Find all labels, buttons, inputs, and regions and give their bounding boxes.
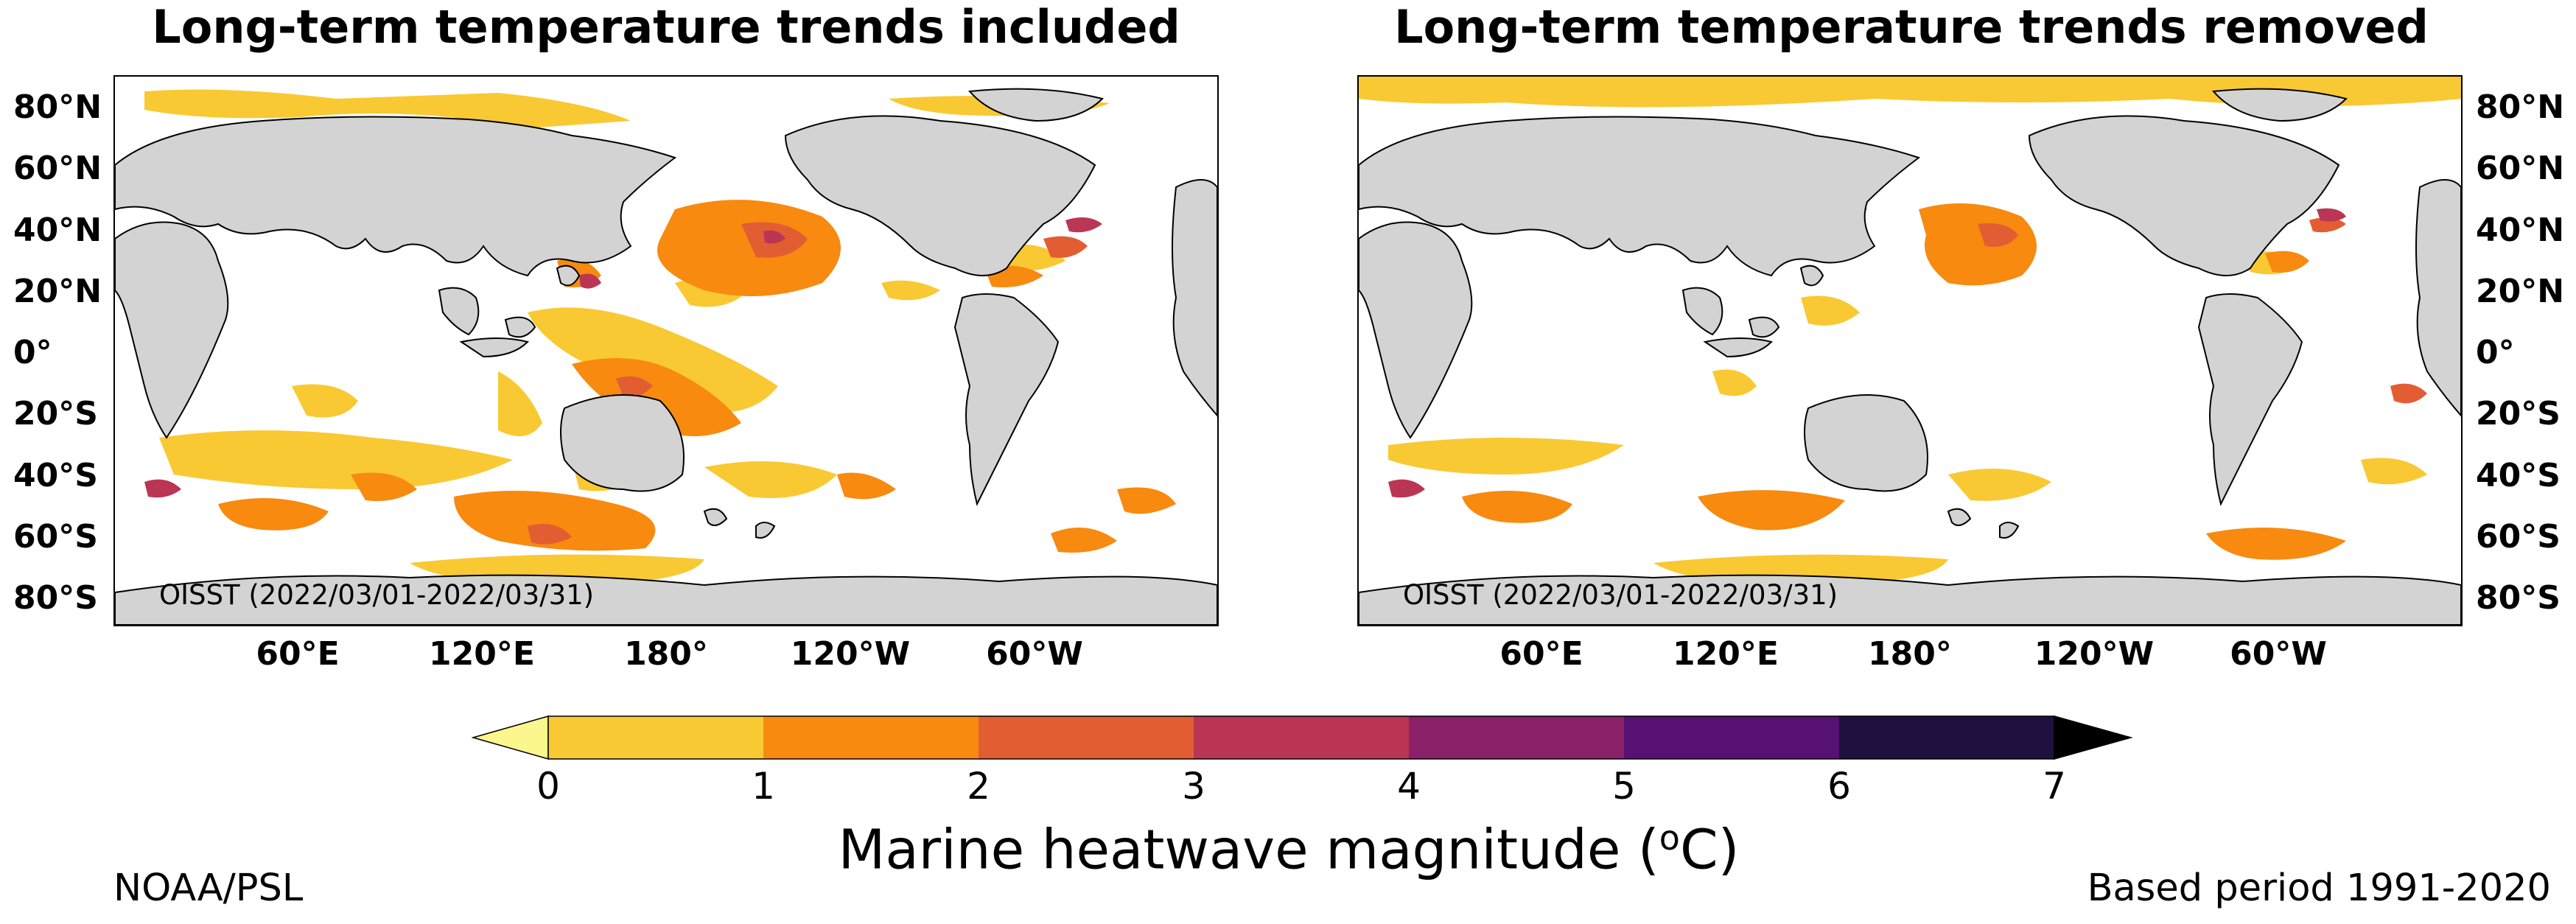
lat-label: 80°N xyxy=(13,88,102,126)
colorbar-bin xyxy=(1409,716,1624,759)
lon-label: 180° xyxy=(1868,635,1952,673)
lat-label: 80°S xyxy=(13,579,98,617)
colorbar-tick-label: 6 xyxy=(1827,765,1851,808)
lat-label: 20°N xyxy=(13,273,102,310)
colorbar-title: Marine heatwave magnitude (oC) xyxy=(838,818,1739,882)
lat-label: 40°S xyxy=(2476,457,2561,494)
colorbar-tick-label: 3 xyxy=(1182,765,1205,808)
heatwave-patches xyxy=(115,89,1176,600)
colorbar-bin xyxy=(1624,716,1839,759)
lat-label: 20°S xyxy=(13,395,98,433)
land-masses xyxy=(115,88,1217,625)
left-source-label: OISST (2022/03/01-2022/03/31) xyxy=(159,579,595,611)
colorbar-tick-label: 2 xyxy=(967,765,990,808)
lat-label: 60°S xyxy=(2476,518,2561,556)
lat-label: 60°N xyxy=(2476,150,2565,187)
lon-label: 120°W xyxy=(790,635,911,673)
colorbar-bin xyxy=(763,716,979,759)
colorbar-tick-label: 7 xyxy=(2043,765,2066,808)
colorbar xyxy=(472,715,2133,760)
lon-label: 120°W xyxy=(2034,635,2155,673)
lat-label: 20°S xyxy=(2476,395,2561,433)
right-map xyxy=(1357,75,2463,626)
lat-label: 60°N xyxy=(13,150,102,187)
lat-label: 20°N xyxy=(2476,273,2565,310)
lon-label: 120°E xyxy=(429,635,535,673)
lat-label: 80°N xyxy=(2476,88,2565,126)
lon-label: 60°E xyxy=(256,635,340,673)
lon-label: 120°E xyxy=(1673,635,1779,673)
footer-base-period: Based period 1991-2020 xyxy=(2087,867,2551,910)
lat-label: 40°S xyxy=(13,457,98,494)
colorbar-under-triangle xyxy=(472,715,549,760)
lon-label: 60°W xyxy=(2230,635,2327,673)
lat-label: 60°S xyxy=(13,518,98,556)
colorbar-bin xyxy=(1839,716,2054,759)
colorbar-title-unit: C) xyxy=(1679,818,1740,882)
lon-label: 180° xyxy=(624,635,708,673)
colorbar-tick-label: 0 xyxy=(536,765,560,808)
land-masses xyxy=(1359,88,2461,625)
colorbar-outline xyxy=(547,715,2055,760)
colorbar-tick-label: 1 xyxy=(752,765,775,808)
lat-label: 40°N xyxy=(13,211,102,249)
colorbar-tick-label: 4 xyxy=(1397,765,1421,808)
colorbar-title-text: Marine heatwave magnitude ( xyxy=(838,818,1659,882)
footer-source: NOAA/PSL xyxy=(113,867,304,910)
colorbar-bin xyxy=(548,716,763,759)
colorbar-bin xyxy=(1194,716,1409,759)
lat-label: 0° xyxy=(2476,334,2515,371)
colorbar-over-triangle xyxy=(2054,715,2133,760)
left-map xyxy=(113,75,1219,626)
colorbar-tick-label: 5 xyxy=(1612,765,1636,808)
lat-label: 0° xyxy=(13,334,52,371)
colorbar-title-superscript: o xyxy=(1659,818,1680,858)
lon-label: 60°W xyxy=(986,635,1083,673)
lat-label: 80°S xyxy=(2476,579,2561,617)
colorbar-bin xyxy=(979,716,1194,759)
left-panel-title: Long-term temperature trends included xyxy=(152,0,1180,54)
right-panel-title: Long-term temperature trends removed xyxy=(1394,0,2429,54)
lat-label: 40°N xyxy=(2476,211,2565,249)
lon-label: 60°E xyxy=(1499,635,1583,673)
right-source-label: OISST (2022/03/01-2022/03/31) xyxy=(1403,579,1838,611)
